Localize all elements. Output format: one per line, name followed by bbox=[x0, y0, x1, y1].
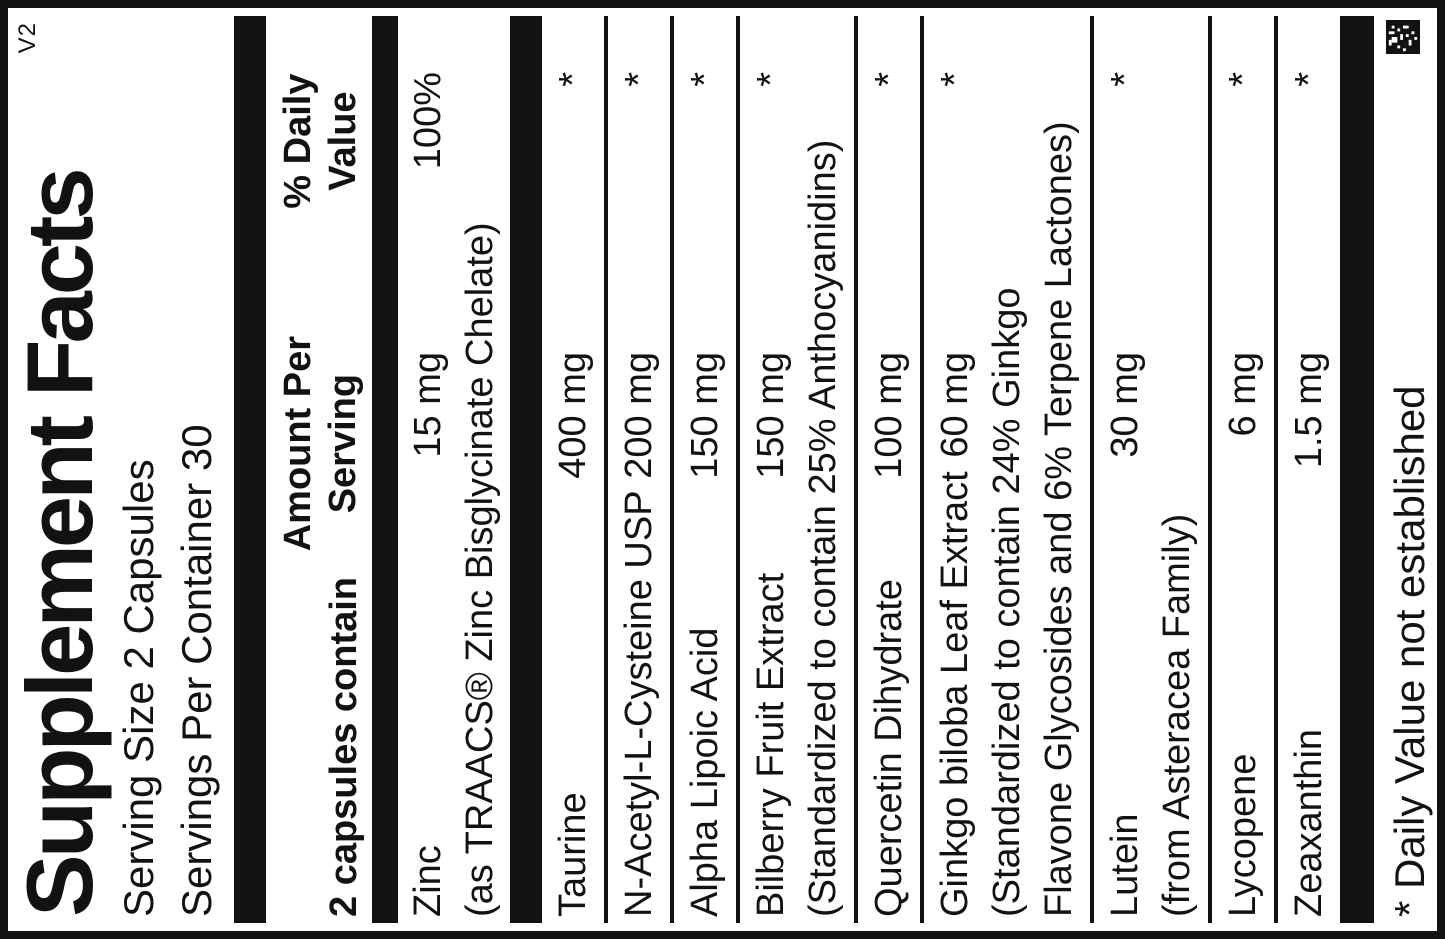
ingredient-amount: 6 mg bbox=[1222, 352, 1264, 437]
ingredient-amount: 30 mg bbox=[1104, 352, 1146, 458]
ingredient-daily-value: * bbox=[1288, 72, 1330, 87]
ingredient-name: Lycopene bbox=[1222, 753, 1264, 917]
ingredient-subtext: (Standardized to contain 24% Ginkgo bbox=[986, 287, 1028, 917]
ingredient-daily-value: * bbox=[552, 72, 594, 87]
ingredient-subtext: (as TRAACS® Zinc Bisglycinate Chelate) bbox=[459, 222, 501, 917]
footnote-text: * Daily Value not established bbox=[1386, 385, 1433, 917]
ingredient-name: Zeaxanthin bbox=[1288, 728, 1330, 917]
ingredient-row-lutein: Lutein 30 mg * (from Asteracea Family) bbox=[1094, 22, 1208, 917]
ingredient-row-lycopene: Lycopene 6 mg * bbox=[1212, 22, 1274, 917]
thick-separator-bar bbox=[372, 16, 398, 923]
ingredient-row-taurine: Taurine 400 mg * bbox=[542, 22, 604, 917]
ingredient-daily-value: * bbox=[618, 72, 660, 87]
column-header-amount-line2: Serving bbox=[322, 373, 364, 514]
ingredient-subtext: (from Asteracea Family) bbox=[1156, 513, 1198, 917]
thick-separator-bar bbox=[510, 16, 542, 923]
ingredient-name: Taurine bbox=[552, 792, 594, 917]
ingredient-amount: 15 mg bbox=[407, 352, 449, 458]
ingredient-daily-value: * bbox=[750, 72, 792, 87]
ingredient-row-zinc: Zinc 15 mg 100% (as TRAACS® Zinc Bisglyc… bbox=[398, 22, 510, 917]
ingredient-daily-value: * bbox=[868, 72, 910, 87]
ingredient-row-zeaxanthin: Zeaxanthin 1.5 mg * bbox=[1278, 22, 1340, 917]
column-header-daily-value: % Daily Value bbox=[276, 22, 366, 310]
column-header-row: 2 capsules contain Amount Per Serving % … bbox=[266, 22, 372, 917]
ingredient-name: Alpha Lipoic Acid bbox=[684, 627, 726, 917]
ingredient-amount: 200 mg bbox=[618, 352, 660, 479]
version-tag: V2 bbox=[14, 22, 41, 54]
ingredient-daily-value: 100% bbox=[407, 72, 449, 170]
column-header-dv-line2: Value bbox=[322, 91, 364, 191]
thick-separator-bar bbox=[1340, 16, 1374, 923]
column-header-amount-line1: Amount Per bbox=[277, 335, 319, 552]
ingredient-row-nac: N-Acetyl-L-Cysteine USP 200 mg * bbox=[608, 22, 670, 917]
column-header-contains: 2 capsules contain bbox=[323, 576, 365, 917]
ingredient-amount: 400 mg bbox=[552, 352, 594, 479]
ingredient-row-bilberry: Bilberry Fruit Extract 150 mg * (Standar… bbox=[740, 22, 854, 917]
ingredient-daily-value: * bbox=[934, 72, 976, 87]
ingredient-name: Bilberry Fruit Extract bbox=[750, 572, 792, 917]
thick-separator-bar bbox=[234, 16, 266, 923]
ingredient-daily-value: * bbox=[1222, 72, 1264, 87]
ingredient-subtext: (Standardized to contain 25% Anthocyanid… bbox=[802, 139, 844, 917]
ingredient-subtext: Flavone Glycosides and 6% Terpene Lacton… bbox=[1038, 121, 1080, 917]
ingredient-amount: 60 mg bbox=[934, 352, 976, 458]
ingredient-amount: 150 mg bbox=[750, 352, 792, 479]
ingredient-name: Zinc bbox=[407, 845, 449, 917]
ingredient-amount: 100 mg bbox=[868, 352, 910, 479]
ingredient-row-alpha-lipoic-acid: Alpha Lipoic Acid 150 mg * bbox=[674, 22, 736, 917]
serving-size-line: Serving Size 2 Capsules bbox=[115, 459, 162, 917]
ingredient-name: N-Acetyl-L-Cysteine USP bbox=[618, 490, 660, 917]
ingredient-row-ginkgo: Ginkgo biloba Leaf Extract 60 mg * (Stan… bbox=[924, 22, 1090, 917]
ingredient-name: Quercetin Dihydrate bbox=[868, 579, 910, 917]
ingredient-amount: 1.5 mg bbox=[1288, 352, 1330, 469]
column-header-dv-line1: % Daily bbox=[277, 73, 319, 209]
ingredient-row-quercetin: Quercetin Dihydrate 100 mg * bbox=[858, 22, 920, 917]
ingredient-name: Ginkgo biloba Leaf Extract bbox=[934, 471, 976, 917]
ingredient-daily-value: * bbox=[1104, 72, 1146, 87]
column-header-amount: Amount Per Serving bbox=[276, 310, 366, 577]
servings-per-container-line: Servings Per Container 30 bbox=[173, 424, 220, 917]
ingredient-daily-value: * bbox=[684, 72, 726, 87]
footnote-row: * Daily Value not established bbox=[1374, 20, 1436, 917]
ingredient-amount: 150 mg bbox=[684, 352, 726, 479]
data-matrix-icon bbox=[1386, 20, 1420, 54]
ingredient-name: Lutein bbox=[1104, 813, 1146, 917]
panel-title: Supplement Facts bbox=[7, 171, 112, 917]
